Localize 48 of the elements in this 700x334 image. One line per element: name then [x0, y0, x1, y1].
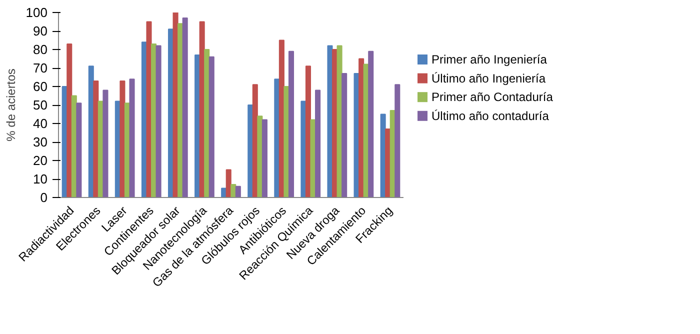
- bar: [257, 116, 263, 198]
- bar: [204, 49, 210, 198]
- bar: [102, 90, 108, 198]
- bar: [385, 128, 391, 198]
- y-axis-title: % de aciertos: [4, 68, 18, 142]
- bar: [248, 104, 254, 198]
- legend-label: Primer año Contaduría: [432, 90, 554, 104]
- bar: [66, 43, 72, 198]
- bar: [178, 23, 184, 198]
- legend-label: Último año contaduría: [432, 108, 550, 123]
- bar: [315, 90, 321, 198]
- y-tick-label: 80: [33, 42, 48, 57]
- legend-label: Último año Ingeniería: [432, 71, 546, 86]
- y-tick-label: 50: [33, 98, 48, 112]
- bar: [235, 186, 241, 198]
- y-tick-label: 70: [33, 60, 48, 76]
- bar: [146, 21, 152, 198]
- bar: [76, 102, 82, 198]
- bar: [93, 80, 99, 198]
- bar: [168, 28, 174, 198]
- bar: [194, 54, 200, 198]
- y-tick-label: 30: [33, 134, 48, 150]
- bar: [274, 78, 280, 198]
- bar: [156, 45, 162, 198]
- y-tick-label: 40: [33, 116, 48, 131]
- bar: [300, 100, 306, 198]
- bar: [151, 43, 157, 198]
- bar: [182, 18, 188, 198]
- bar: [120, 80, 126, 198]
- bar: [394, 84, 400, 198]
- bar: [358, 58, 364, 198]
- bar: [129, 78, 135, 198]
- bar: [342, 73, 348, 198]
- bar: [310, 119, 316, 198]
- bar: [262, 119, 268, 198]
- y-tick-label: 20: [33, 153, 48, 168]
- bar: [368, 50, 374, 198]
- y-tick-label: 60: [33, 79, 48, 94]
- bar: [327, 45, 333, 198]
- legend-label: Primer año Ingeniería: [432, 52, 548, 66]
- bar: [284, 86, 290, 198]
- bar: [208, 56, 214, 198]
- bar: [288, 50, 294, 198]
- y-tick-label: 90: [33, 24, 48, 38]
- y-tick-label: 100: [26, 5, 48, 20]
- y-tick-label: 10: [33, 172, 48, 186]
- y-tick-label: 0: [40, 190, 48, 205]
- bar: [332, 49, 338, 198]
